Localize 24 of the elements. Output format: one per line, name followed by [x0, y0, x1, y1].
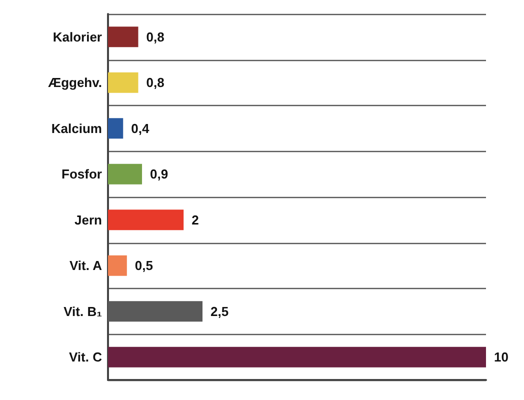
y-tick-label: Kalorier: [52, 29, 102, 44]
data-label: 10: [494, 350, 508, 365]
data-label: 0,8: [146, 75, 164, 90]
data-label: 0,4: [131, 120, 150, 136]
bar: [108, 346, 486, 368]
data-label: 2: [192, 212, 199, 228]
bar: [108, 118, 124, 139]
y-tick-label: Kalcium: [51, 120, 102, 136]
y-tick-label: Vit. C: [69, 350, 103, 365]
bar: [108, 210, 184, 230]
data-label: 2,5: [210, 304, 229, 319]
data-label: 0,5: [134, 258, 153, 274]
bar: [108, 72, 138, 93]
y-tick-label: Fosfor: [62, 166, 102, 182]
y-tick-label: Æggehv.: [48, 75, 102, 90]
data-label: 0,9: [150, 166, 168, 182]
bar: [108, 164, 142, 184]
bar: [108, 301, 202, 322]
bar: [108, 255, 127, 276]
y-tick-label: Jern: [74, 212, 102, 228]
y-tick-label: Vit. B₁: [64, 304, 102, 319]
bar: [108, 26, 138, 48]
data-label: 0,8: [146, 29, 164, 44]
y-tick-label: Vit. A: [69, 258, 103, 274]
